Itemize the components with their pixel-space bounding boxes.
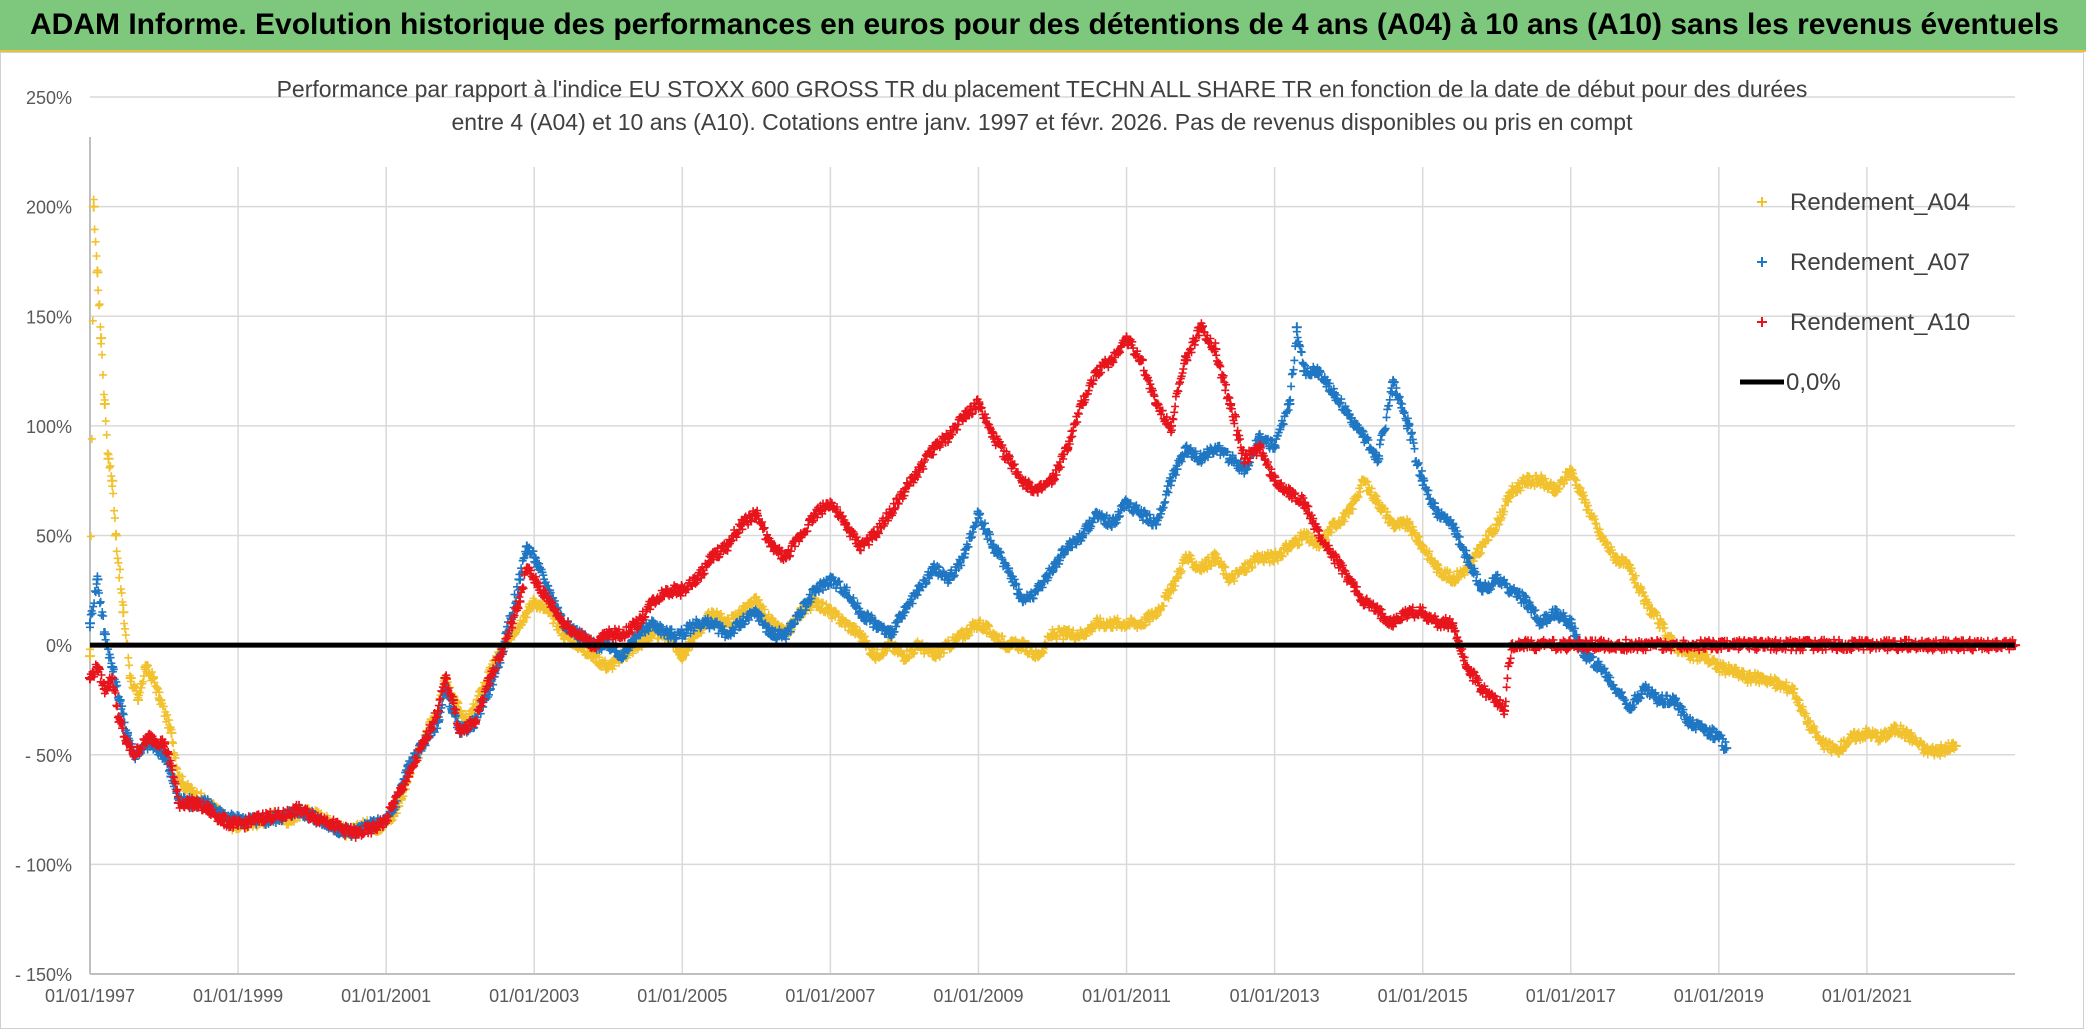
x-tick-label: 01/01/1997: [45, 986, 135, 1006]
title-banner: ADAM Informe. Evolution historique des p…: [0, 0, 2086, 52]
y-tick-label: - 150%: [15, 965, 72, 985]
y-tick-label: 0%: [46, 636, 72, 656]
legend: Rendement_A04 Rendement_A07 Rendement_A10 0…: [1740, 189, 1970, 396]
series-layer: [85, 195, 2020, 842]
legend-label: 0,0%: [1786, 369, 1841, 396]
x-tick-label: 01/01/2009: [933, 986, 1023, 1006]
series-rendement-a10: [85, 319, 2020, 842]
x-tick-label: 01/01/2001: [341, 986, 431, 1006]
chart-title-line1: Performance par rapport à l'indice EU ST…: [277, 76, 1808, 102]
x-tick-label: 01/01/2011: [1082, 986, 1171, 1006]
y-tick-label: 150%: [26, 307, 72, 327]
scatter-chart: 250%200%150%100%50%0%- 50%- 100%- 150%01…: [15, 76, 2020, 1006]
y-tick-label: 50%: [36, 527, 72, 547]
legend-item: Rendement_A04: [1757, 189, 1970, 216]
series-rendement-a04: [85, 195, 1961, 841]
y-tick-label: 250%: [26, 88, 72, 108]
legend-label: Rendement_A04: [1790, 189, 1970, 216]
x-tick-label: 01/01/2017: [1526, 986, 1616, 1006]
x-tick-label: 01/01/2021: [1822, 986, 1912, 1006]
legend-item: 0,0%: [1740, 369, 1841, 396]
y-tick-label: 100%: [26, 417, 72, 437]
y-tick-label: - 100%: [15, 855, 72, 875]
data-point: [1721, 743, 1732, 754]
legend-swatch: [1757, 257, 1767, 267]
y-tick-label: 200%: [26, 198, 72, 218]
legend-label: Rendement_A10: [1790, 309, 1970, 336]
data-point-cloud: [86, 319, 2019, 842]
legend-item: Rendement_A10: [1757, 309, 1970, 336]
x-tick-label: 01/01/2003: [489, 986, 579, 1006]
chart-title-line2: entre 4 (A04) et 10 ans (A10). Cotations…: [452, 109, 1634, 135]
axis-layer: 250%200%150%100%50%0%- 50%- 100%- 150%01…: [15, 88, 2015, 1006]
x-tick-label: 01/01/2019: [1674, 986, 1764, 1006]
x-tick-label: 01/01/2013: [1230, 986, 1320, 1006]
banner-title: ADAM Informe. Evolution historique des p…: [30, 8, 2059, 41]
legend-label: Rendement_A07: [1790, 249, 1970, 276]
legend-swatch: [1757, 317, 1767, 327]
series-rendement-a07: [85, 322, 1732, 841]
legend-swatch: [1757, 197, 1767, 207]
legend-item: Rendement_A07: [1757, 249, 1970, 276]
chart-title: Performance par rapport à l'indice EU ST…: [277, 76, 1808, 135]
x-tick-label: 01/01/1999: [193, 986, 283, 1006]
grid-layer: [89, 96, 2015, 975]
x-tick-label: 01/01/2007: [785, 986, 875, 1006]
x-tick-label: 01/01/2005: [637, 986, 727, 1006]
data-point-cloud: [86, 195, 1959, 841]
data-point-cloud: [86, 327, 1730, 841]
x-tick-label: 01/01/2015: [1378, 986, 1468, 1006]
y-tick-label: - 50%: [25, 746, 72, 766]
